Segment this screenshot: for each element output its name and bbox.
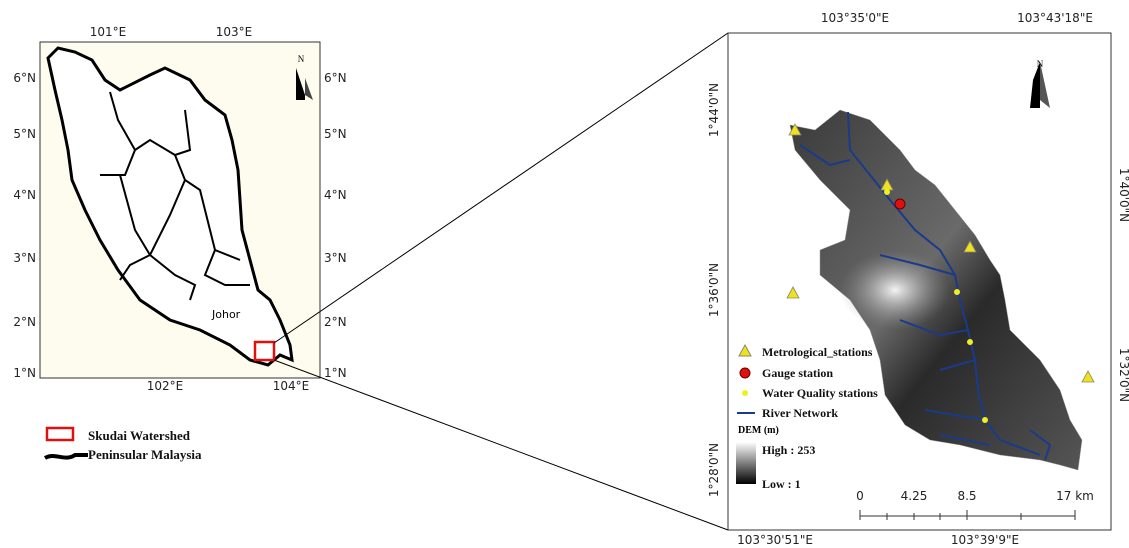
left-label: 4°N — [13, 188, 36, 202]
dem-title: DEM (m) — [738, 425, 779, 436]
top-label: 103°43'18"E — [1017, 11, 1093, 25]
left-label: 1°36'0"N — [707, 263, 721, 317]
legend-label: Skudai Watershed — [88, 428, 191, 443]
top-label: 101°E — [90, 25, 127, 39]
scale-label: 0 — [856, 489, 864, 503]
dem-ramp — [736, 442, 756, 484]
north-label: N — [1037, 59, 1044, 69]
scale-label: 8.5 — [957, 489, 976, 503]
left-label: 5°N — [13, 127, 36, 141]
legend-label: River Network — [762, 406, 838, 420]
top-label: 103°35'0"E — [821, 11, 889, 25]
dem-highland — [840, 250, 950, 330]
right-label: 3°N — [324, 251, 347, 265]
dem-high: High : 253 — [762, 443, 815, 457]
region-label: Johor — [211, 308, 241, 321]
top-label: 103°E — [216, 25, 253, 39]
legend-label: Gauge station — [762, 366, 833, 380]
legend-box-symbol — [47, 428, 73, 440]
left-label: 2°N — [13, 315, 36, 329]
left-label: 1°44'0"N — [707, 83, 721, 137]
right-label: 1°N — [324, 366, 347, 380]
gauge-station — [895, 199, 905, 209]
scale-label: 4.25 — [901, 489, 928, 503]
north-label: N — [298, 54, 305, 64]
right-label: 1°32'0"N — [1117, 348, 1129, 402]
legend-symbol — [742, 390, 748, 396]
dem-low: Low : 1 — [762, 477, 801, 491]
right-label: 5°N — [324, 127, 347, 141]
figure: N Johor Skudai Watershed Peninsular Mala… — [0, 0, 1129, 548]
right-label: 2°N — [324, 315, 347, 329]
left-label: 3°N — [13, 251, 36, 265]
legend-label: Metrological_stations — [762, 345, 873, 359]
bottom-label: 104°E — [273, 379, 310, 393]
legend-label: Peninsular Malaysia — [88, 447, 202, 462]
right-label: 1°40'0"N — [1117, 168, 1129, 222]
left-label: 1°N — [13, 366, 36, 380]
legend-label: Water Quality stations — [762, 386, 878, 400]
zoom-line — [274, 360, 728, 530]
scale-label: 17 km — [1056, 489, 1094, 503]
bottom-label: 102°E — [147, 379, 184, 393]
left-label: 1°28'0"N — [707, 443, 721, 497]
left-label: 6°N — [13, 71, 36, 85]
right-label: 4°N — [324, 188, 347, 202]
legend-symbol — [740, 368, 750, 378]
legend-line-symbol — [45, 455, 88, 458]
bottom-label: 103°30'51"E — [737, 533, 813, 547]
right-label: 6°N — [324, 71, 347, 85]
bottom-label: 103°39'9"E — [951, 533, 1019, 547]
